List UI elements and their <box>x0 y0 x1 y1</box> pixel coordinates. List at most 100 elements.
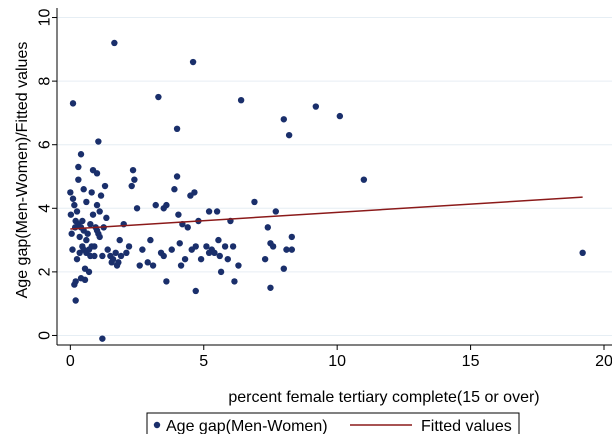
legend-marker-age-gap <box>153 421 161 429</box>
scatter-point <box>83 198 90 206</box>
axes-layer: 0 2 4 6 8 10 0 5 10 15 20 <box>37 8 612 370</box>
scatter-point <box>312 103 320 110</box>
scatter-point <box>272 208 279 215</box>
scatter-point <box>168 246 175 253</box>
legend-label-fitted: Fitted values <box>421 418 512 434</box>
y-tick-label: 6 <box>37 140 54 149</box>
scatter-point <box>192 287 199 295</box>
scatter-points <box>67 39 586 342</box>
scatter-point <box>147 236 154 244</box>
scatter-point <box>181 255 189 263</box>
scatter-point <box>75 176 82 183</box>
scatter-point <box>261 255 269 263</box>
scatter-point <box>336 112 344 120</box>
scatter-point <box>173 125 181 133</box>
scatter-point <box>89 211 97 218</box>
scatter-point <box>88 189 95 196</box>
scatter-point <box>72 278 79 285</box>
scatter-point <box>125 243 133 250</box>
scatter-point <box>217 268 225 276</box>
x-axis-title: percent female tertiary complete(15 or o… <box>228 389 539 406</box>
scatter-point <box>264 224 271 231</box>
scatter-point <box>579 249 586 257</box>
scatter-point <box>79 217 86 225</box>
scatter-point <box>75 163 82 171</box>
scatter-point <box>101 182 109 190</box>
scatter-point <box>267 284 274 291</box>
y-tick-label: 10 <box>37 9 54 27</box>
scatter-point <box>93 201 101 209</box>
scatter-point <box>283 246 290 253</box>
scatter-point <box>73 255 81 263</box>
scatter-point <box>103 214 110 222</box>
scatter-point <box>76 233 83 241</box>
scatter-point <box>123 249 130 257</box>
y-tick-label: 0 <box>37 331 54 340</box>
scatter-point <box>173 173 181 180</box>
scatter-point <box>77 151 85 158</box>
scatter-point <box>231 278 238 285</box>
scatter-point <box>91 252 98 260</box>
scatter-point <box>189 58 197 66</box>
fitted-line <box>70 196 583 230</box>
scatter-point <box>163 278 170 285</box>
y-tick-label: 8 <box>37 77 54 86</box>
scatter-point <box>160 252 167 260</box>
scatter-point <box>176 240 183 247</box>
scatter-point <box>288 246 296 253</box>
scatter-point <box>69 246 76 253</box>
scatter-point <box>116 236 123 244</box>
scatter-point <box>288 233 296 241</box>
scatter-point <box>97 192 105 199</box>
legend-label-age-gap: Age gap(Men-Women) <box>166 418 328 434</box>
scatter-point <box>84 230 91 237</box>
x-tick-label: 5 <box>199 353 208 370</box>
scatter-point <box>129 166 137 174</box>
scatter-point <box>93 170 101 177</box>
scatter-point <box>360 176 368 183</box>
grid-layer <box>57 17 612 336</box>
scatter-point <box>152 201 159 209</box>
scatter-point <box>215 236 222 244</box>
scatter-point <box>69 195 77 202</box>
y-tick-label: 2 <box>37 267 54 276</box>
scatter-point <box>72 297 79 304</box>
scatter-point <box>205 208 213 215</box>
scatter-point <box>229 243 237 250</box>
scatter-point <box>285 131 293 139</box>
scatter-point <box>73 208 81 215</box>
scatter-point <box>224 255 231 263</box>
scatter-point <box>213 208 221 215</box>
scatter-point <box>211 249 218 257</box>
scatter-point <box>280 116 288 123</box>
scatter-point <box>96 233 103 241</box>
scatter-point <box>177 262 185 269</box>
scatter-point <box>191 189 198 196</box>
scatter-point <box>163 201 170 209</box>
legend-box <box>146 412 520 434</box>
scatter-point <box>235 262 242 269</box>
scatter-point <box>144 259 151 266</box>
legend: Age gap(Men-Women) Fitted values <box>146 412 520 434</box>
scatter-point <box>155 93 162 101</box>
scatter-point <box>221 243 229 250</box>
scatter-point <box>131 176 138 183</box>
scatter-point <box>109 255 117 263</box>
y-axis-title: Age gap(Men-Women)/Fitted values <box>14 42 31 299</box>
x-tick-label: 15 <box>462 353 480 370</box>
y-tick-label: 4 <box>37 204 54 213</box>
scatter-point <box>115 259 122 266</box>
scatter-point <box>136 262 143 269</box>
scatter-point <box>184 224 191 231</box>
scatter-point <box>203 243 210 250</box>
scatter-point <box>81 276 89 284</box>
scatter-point <box>192 243 199 250</box>
scatter-point <box>280 265 288 272</box>
scatter-point <box>96 208 103 215</box>
scatter-point <box>117 252 125 260</box>
scatter-point <box>104 246 111 253</box>
scatter-point <box>197 255 205 263</box>
scatter-point <box>112 249 119 257</box>
scatter-point <box>149 262 157 269</box>
